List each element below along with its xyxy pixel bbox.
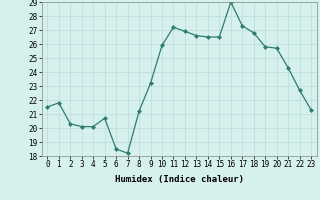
- X-axis label: Humidex (Indice chaleur): Humidex (Indice chaleur): [115, 175, 244, 184]
